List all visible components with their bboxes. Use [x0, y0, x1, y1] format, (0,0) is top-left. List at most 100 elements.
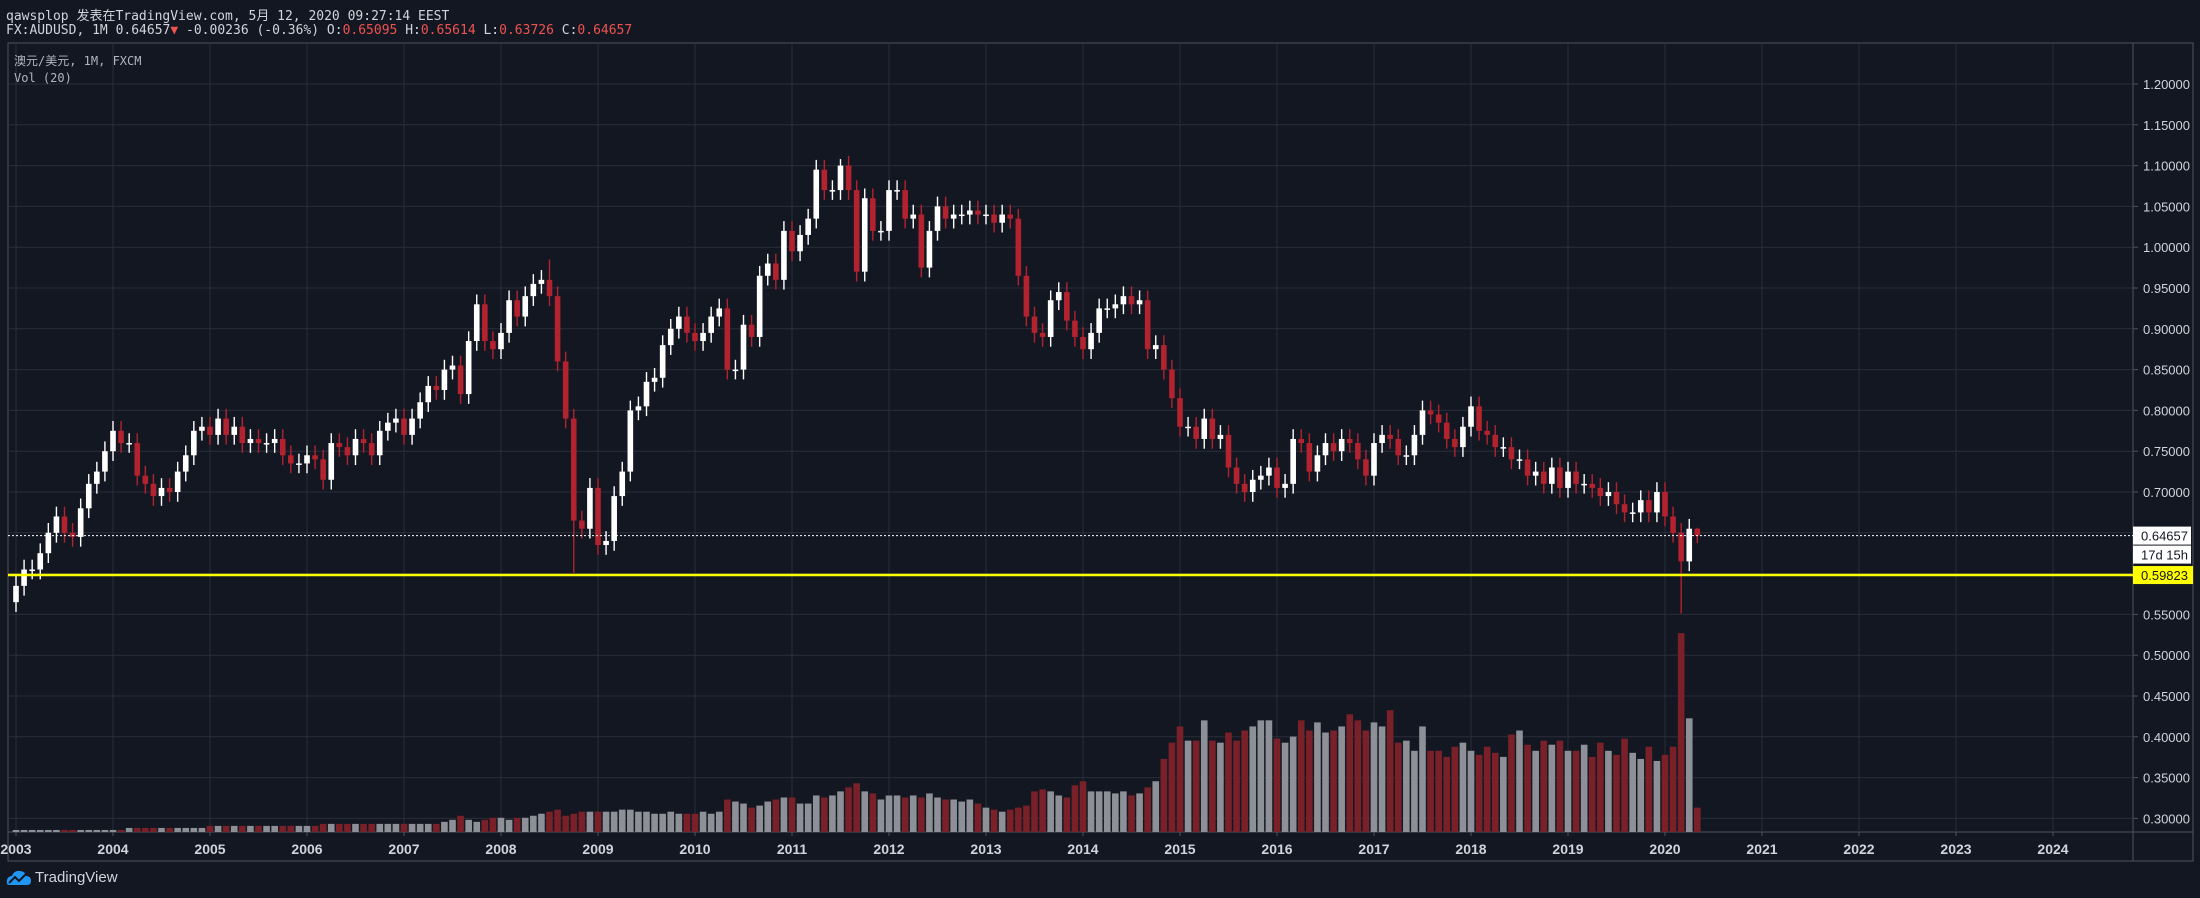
candle-down: [1427, 410, 1434, 415]
candle-up: [861, 198, 868, 272]
volume-legend[interactable]: Vol (20): [14, 71, 72, 85]
volume-bar: [1394, 742, 1402, 832]
candle-down: [1435, 414, 1442, 423]
candle-down: [975, 210, 981, 215]
candle-up: [587, 487, 593, 529]
candle-up: [1500, 447, 1507, 449]
volume-bar: [352, 823, 359, 832]
candle-up: [1419, 410, 1426, 435]
low-value: 0.63726: [499, 23, 554, 38]
volume-bar: [336, 823, 343, 832]
volume-bar: [1500, 756, 1507, 832]
candle-up: [77, 508, 84, 537]
volume-bar: [206, 825, 214, 832]
candle-up: [158, 487, 165, 497]
volume-bar: [586, 811, 594, 832]
volume-bar: [1475, 754, 1483, 832]
axes[interactable]: 1.20000 1.15000 1.10000 1.05000 1.00000 0.950…: [0, 77, 2193, 857]
volume-bar: [594, 811, 602, 832]
volume-bar: [279, 825, 287, 832]
close-value: 0.64657: [577, 23, 633, 38]
candle-up: [1629, 512, 1636, 514]
candle-down: [1589, 483, 1596, 488]
candle-down: [207, 426, 213, 435]
hline-badge: [2133, 566, 2193, 585]
candle-up: [126, 443, 132, 445]
volume-bar: [1443, 756, 1451, 832]
candle-down: [142, 475, 149, 484]
candle-up: [522, 296, 529, 317]
candle-up: [1322, 443, 1329, 456]
candle-down: [562, 361, 569, 419]
candle-down: [344, 447, 351, 456]
candle-up: [191, 430, 197, 456]
candle-up: [958, 214, 965, 217]
volume-bar: [311, 825, 319, 832]
volume-bar: [303, 825, 311, 832]
tradingview-brand: TradingView: [35, 868, 118, 886]
candle-up: [271, 438, 278, 444]
volume-bar: [497, 817, 505, 832]
volume-bar: [1225, 732, 1232, 832]
candle-up: [837, 165, 844, 191]
time-tick-label: 2019: [1552, 841, 1583, 857]
volume-bar: [990, 809, 998, 832]
candle-up: [441, 369, 448, 390]
candle-up: [417, 402, 423, 419]
volume-bar: [45, 829, 52, 832]
volume-bar: [942, 799, 949, 832]
candle-down: [991, 214, 997, 223]
volume-bar: [1330, 730, 1337, 832]
volume-bar: [400, 823, 408, 832]
volume-bar: [457, 815, 464, 832]
time-tick-label: 2020: [1649, 841, 1680, 857]
overlay-lines: [8, 535, 2133, 577]
candle-down: [1241, 483, 1248, 492]
candle-up: [1516, 459, 1523, 461]
candle-down: [1330, 443, 1337, 452]
volume-bar: [861, 791, 869, 832]
volume-bar: [1160, 758, 1168, 832]
candle-up: [1152, 345, 1159, 350]
volume-bar: [958, 801, 966, 832]
series-legend[interactable]: 澳元/美元, 1M, FXCM: [14, 54, 142, 68]
volume-bar: [821, 797, 828, 832]
candle-down: [1670, 516, 1676, 533]
candle-down: [1613, 492, 1620, 505]
volume-bar: [190, 827, 198, 832]
candle-up: [425, 385, 432, 403]
candle-down: [69, 532, 76, 537]
candle-up: [934, 206, 941, 231]
candle-up: [886, 190, 892, 231]
candle-up: [449, 365, 456, 370]
symbol-label[interactable]: FX:AUDUSD, 1M: [6, 23, 108, 38]
candle-down: [1023, 275, 1030, 317]
candle-up: [182, 455, 189, 472]
candle-down: [320, 459, 326, 480]
candle-up: [708, 316, 714, 333]
volume-bar: [1645, 746, 1653, 832]
candle-up: [1104, 308, 1111, 310]
candle-up: [1290, 438, 1296, 484]
volume-bar: [1580, 744, 1588, 832]
volume-bar: [133, 827, 141, 832]
volume-bar: [489, 817, 497, 832]
volume-bar: [247, 825, 254, 832]
volume-bar: [1306, 730, 1313, 832]
volume-bar: [117, 829, 125, 832]
candle-down: [902, 190, 908, 219]
candle-down: [554, 296, 561, 362]
candle-up: [1047, 300, 1054, 337]
volume-bar: [1613, 754, 1620, 832]
time-tick-label: 2006: [291, 841, 322, 857]
candle-up: [465, 341, 472, 395]
candle-up: [764, 263, 771, 276]
volume-bar: [1661, 754, 1669, 832]
volume-bar: [36, 829, 44, 832]
volume-bar: [1112, 793, 1119, 832]
volume-bar: [1241, 730, 1248, 832]
tradingview-logo[interactable]: TradingView: [6, 868, 118, 886]
candle-down: [457, 365, 464, 395]
candle-up: [1532, 471, 1539, 476]
